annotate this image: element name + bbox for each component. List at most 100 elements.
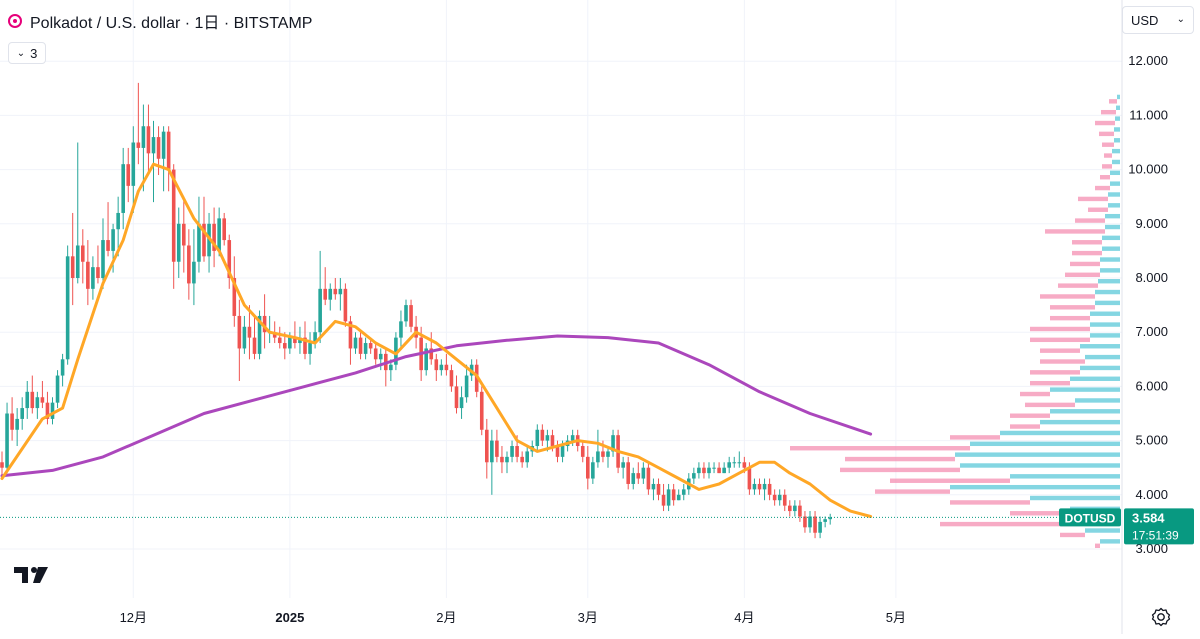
volume-profile-down-bar bbox=[1020, 391, 1050, 397]
volume-profile-up-bar bbox=[1030, 495, 1120, 501]
volume-profile-down-bar bbox=[1010, 511, 1070, 516]
volume-profile-up-bar bbox=[1050, 409, 1120, 414]
volume-profile-up-bar bbox=[1085, 528, 1120, 533]
candle-down bbox=[656, 483, 661, 495]
volume-profile-down-bar bbox=[1030, 370, 1080, 375]
volume-profile-down-bar bbox=[1058, 283, 1098, 288]
volume-profile-down-bar bbox=[1045, 229, 1105, 234]
indicators-toggle-button[interactable]: ⌄ 3 bbox=[8, 42, 46, 64]
volume-profile-up-bar bbox=[1117, 94, 1120, 100]
candle-down bbox=[0, 462, 4, 468]
volume-profile-down-bar bbox=[875, 489, 950, 494]
polkadot-logo-icon bbox=[8, 14, 22, 28]
volume-profile-down-bar bbox=[1072, 250, 1102, 256]
candle-down bbox=[671, 489, 676, 501]
candle-up bbox=[818, 521, 822, 533]
volume-profile-down-bar bbox=[1095, 185, 1110, 191]
volume-profile-up-bar bbox=[1105, 224, 1120, 230]
volume-profile-down-bar bbox=[1078, 196, 1108, 202]
candle-down bbox=[661, 494, 666, 506]
volume-profile-up-bar bbox=[1090, 322, 1120, 327]
candle-up bbox=[75, 245, 80, 278]
volume-profile-up-bar bbox=[1102, 246, 1120, 251]
candle-up bbox=[459, 397, 464, 409]
candle-up bbox=[197, 223, 201, 262]
candle-down bbox=[70, 256, 75, 278]
volume-profile-down-bar bbox=[1088, 207, 1108, 212]
volume-profile-up-bar bbox=[1090, 333, 1120, 338]
volume-profile-up-bar bbox=[1050, 387, 1120, 392]
symbol-title[interactable]: Polkadot / U.S. dollar · 1日 · BITSTAMP bbox=[8, 10, 312, 32]
candle-down bbox=[303, 337, 307, 354]
chevron-down-icon: ⌄ bbox=[1176, 14, 1185, 25]
candle-up bbox=[641, 467, 646, 479]
candle-down bbox=[252, 337, 257, 354]
candle-up bbox=[151, 137, 156, 154]
volume-profile-up-bar bbox=[950, 484, 1120, 490]
candle-up bbox=[15, 418, 19, 430]
volume-profile-down-bar bbox=[1104, 153, 1112, 158]
candle-down bbox=[293, 337, 297, 344]
candle-up bbox=[338, 288, 343, 295]
volume-profile-down-bar bbox=[1102, 142, 1114, 147]
time-axis-label: 3月 bbox=[578, 610, 598, 625]
candle-down bbox=[747, 467, 752, 490]
candle-up bbox=[505, 456, 509, 463]
candle-down bbox=[81, 245, 85, 262]
price-axis-label: 8.000 bbox=[1135, 270, 1168, 285]
candle-up bbox=[116, 212, 120, 230]
candle-down bbox=[555, 446, 560, 457]
volume-profile-down-bar bbox=[1040, 294, 1095, 299]
candle-down bbox=[45, 402, 50, 419]
candle-up bbox=[777, 494, 782, 501]
candle-down bbox=[434, 359, 439, 371]
candle-down bbox=[454, 386, 459, 409]
volume-profile-up-bar bbox=[1075, 398, 1120, 403]
volume-profile-down-bar bbox=[940, 521, 1080, 527]
candle-up bbox=[621, 462, 625, 468]
candle-up bbox=[404, 305, 408, 322]
time-axis-label: 12月 bbox=[120, 610, 147, 625]
volume-profile-down-bar bbox=[1070, 261, 1100, 267]
volume-profile-up-bar bbox=[1116, 105, 1120, 110]
candle-down bbox=[636, 473, 641, 479]
candle-down bbox=[767, 483, 772, 495]
candle-up bbox=[176, 223, 181, 262]
candle-up bbox=[394, 337, 398, 365]
candle-down bbox=[479, 391, 484, 430]
candle-up bbox=[101, 240, 105, 278]
volume-profile-down-bar bbox=[1065, 272, 1100, 277]
candle-down bbox=[782, 494, 787, 506]
candle-up bbox=[217, 218, 221, 251]
candle-up bbox=[631, 473, 636, 484]
candle-up bbox=[192, 261, 196, 284]
volume-profile-down-bar bbox=[1050, 305, 1095, 310]
price-axis-label: 3.000 bbox=[1135, 541, 1168, 556]
candle-up bbox=[328, 288, 333, 300]
volume-profile-up-bar bbox=[1102, 235, 1120, 241]
gear-icon[interactable] bbox=[1150, 606, 1172, 628]
volume-profile-up-bar bbox=[1040, 419, 1120, 425]
currency-select[interactable]: USD ⌄ bbox=[1122, 6, 1194, 34]
volume-profile-down-bar bbox=[950, 435, 1000, 440]
volume-profile-down-bar bbox=[1095, 543, 1100, 548]
candle-down bbox=[803, 516, 807, 528]
candle-up bbox=[242, 326, 247, 349]
candle-up bbox=[257, 315, 262, 354]
candle-up bbox=[823, 519, 827, 522]
volume-profile-down-bar bbox=[1060, 532, 1085, 538]
candle-up bbox=[712, 467, 716, 469]
candle-down bbox=[166, 131, 171, 170]
candle-up bbox=[611, 435, 615, 452]
candle-down bbox=[202, 223, 206, 257]
volume-profile-up-bar bbox=[1110, 170, 1120, 176]
candle-down bbox=[10, 413, 14, 430]
candle-down bbox=[449, 370, 454, 387]
volume-profile-down-bar bbox=[950, 500, 1030, 505]
volume-profile-down-bar bbox=[1099, 131, 1114, 137]
volume-profile-up-bar bbox=[1098, 279, 1120, 284]
candle-up bbox=[20, 408, 24, 419]
volume-profile-up-bar bbox=[1112, 148, 1120, 154]
